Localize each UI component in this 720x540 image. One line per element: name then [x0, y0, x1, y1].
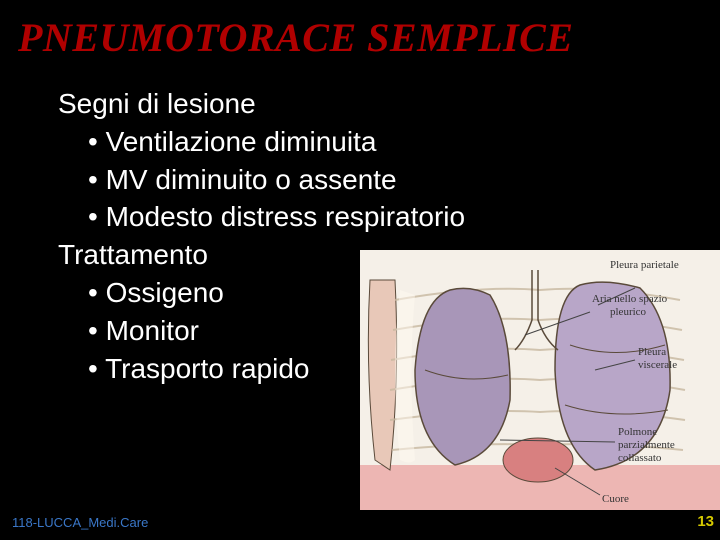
- bullet-item: • Ventilazione diminuita: [58, 123, 720, 161]
- bullet-item: • MV diminuito o assente: [58, 161, 720, 199]
- bullet-item: • Ossigeno: [58, 274, 720, 312]
- label-polmone-3: collassato: [618, 452, 662, 464]
- bullet-item: • Monitor: [58, 312, 720, 350]
- bullet-text: Ventilazione diminuita: [106, 126, 377, 157]
- bullet-item: • Modesto distress respiratorio: [58, 198, 720, 236]
- bullet-item: • Trasporto rapido: [58, 350, 720, 388]
- bullet-text: Monitor: [106, 315, 199, 346]
- slide-number: 13: [697, 513, 714, 530]
- slide-content: Segni di lesione • Ventilazione diminuit…: [0, 67, 720, 387]
- bullet-text: Ossigeno: [106, 277, 224, 308]
- bullet-text: Trasporto rapido: [105, 353, 309, 384]
- label-polmone-2: parzialmente: [618, 439, 675, 451]
- label-polmone-1: Polmone: [618, 426, 657, 438]
- slide-title: PNEUMOTORACE SEMPLICE: [0, 0, 720, 67]
- footer-source: 118-LUCCA_Medi.Care: [12, 515, 148, 530]
- bullet-text: Modesto distress respiratorio: [106, 201, 465, 232]
- bullet-text: MV diminuito o assente: [106, 164, 397, 195]
- label-cuore: Cuore: [602, 493, 629, 505]
- section1-heading: Segni di lesione: [58, 85, 720, 123]
- section2-heading: Trattamento: [58, 236, 720, 274]
